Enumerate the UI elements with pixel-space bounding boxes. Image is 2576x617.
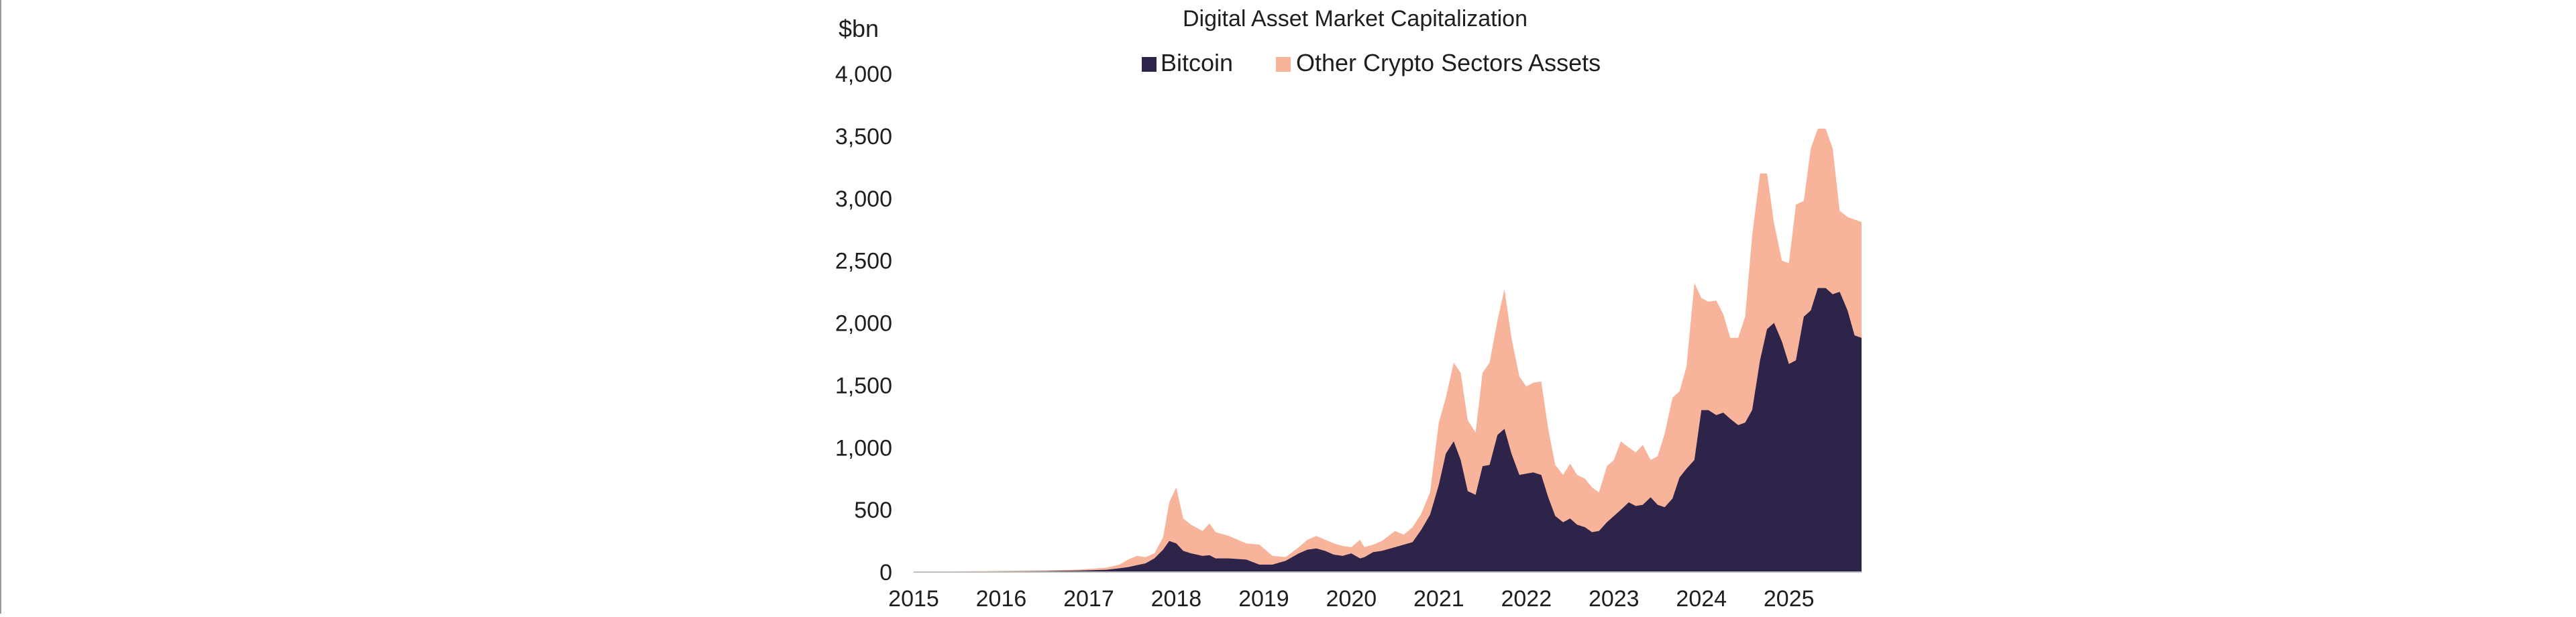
y-tick-label: 500 <box>854 498 892 523</box>
x-tick-label: 2018 <box>1151 586 1202 612</box>
plot-area <box>914 128 1862 573</box>
x-tick-label: 2023 <box>1589 586 1640 612</box>
x-tick-label: 2024 <box>1676 586 1727 612</box>
y-axis-label: $bn <box>839 15 879 42</box>
legend-swatch-other <box>1276 57 1291 72</box>
y-tick-label: 4,000 <box>835 62 892 87</box>
y-axis: 0 500 1,000 1,500 2,000 2,500 3,000 3,500 4,000 <box>835 62 892 585</box>
legend-label-bitcoin: Bitcoin <box>1161 49 1233 76</box>
y-tick-label: 1,500 <box>835 373 892 398</box>
x-tick-label: 2022 <box>1501 586 1552 612</box>
x-tick-label: 2015 <box>888 586 939 612</box>
x-tick-label: 2019 <box>1238 586 1289 612</box>
x-tick-label: 2016 <box>976 586 1027 612</box>
x-tick-label: 2020 <box>1326 586 1377 612</box>
x-tick-label: 2025 <box>1764 586 1815 612</box>
legend-label-other: Other Crypto Sectors Assets <box>1296 49 1601 76</box>
series-area-bitcoin <box>914 288 1862 572</box>
y-tick-label: 2,500 <box>835 249 892 274</box>
x-tick-label: 2017 <box>1063 586 1114 612</box>
legend-swatch-bitcoin <box>1142 57 1157 72</box>
y-tick-label: 3,500 <box>835 124 892 150</box>
x-tick-label: 2021 <box>1413 586 1464 612</box>
frame-left-border <box>0 0 1 614</box>
legend: Bitcoin Other Crypto Sectors Assets <box>1142 49 1601 76</box>
series-area-other-crypto <box>914 128 1862 573</box>
x-axis: 2015 2016 2017 2018 2019 2020 2021 2022 2023 2024… <box>888 586 1814 612</box>
y-tick-label: 2,000 <box>835 311 892 337</box>
y-tick-label: 0 <box>879 560 892 585</box>
chart-title: Digital Asset Market Capitalization <box>1183 6 1527 32</box>
y-tick-label: 3,000 <box>835 186 892 212</box>
y-tick-label: 1,000 <box>835 435 892 461</box>
